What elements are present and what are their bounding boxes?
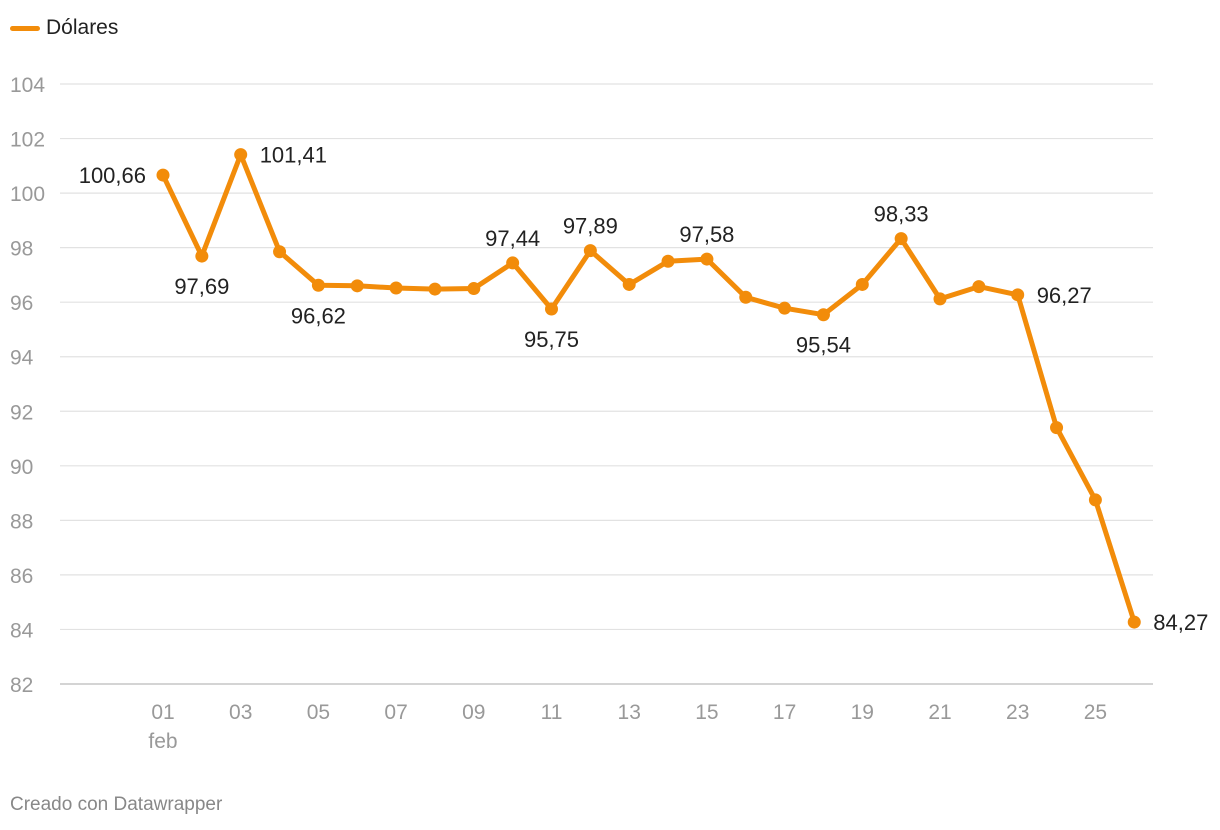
y-tick-label: 94 bbox=[10, 347, 34, 370]
series-line bbox=[160, 152, 1137, 625]
data-point bbox=[311, 278, 325, 292]
y-tick-label: 98 bbox=[10, 238, 33, 261]
data-point bbox=[350, 279, 364, 293]
data-point bbox=[273, 245, 287, 259]
series-dolares bbox=[156, 148, 1141, 629]
y-tick-label: 88 bbox=[10, 510, 33, 533]
data-label: 97,58 bbox=[679, 222, 734, 247]
footer-credit: Creado con Datawrapper bbox=[10, 794, 223, 815]
y-tick-label: 102 bbox=[10, 129, 45, 152]
data-label: 97,44 bbox=[485, 226, 540, 251]
x-tick-label: 09 bbox=[462, 701, 485, 724]
data-point bbox=[467, 282, 481, 296]
data-point bbox=[894, 232, 908, 246]
data-point bbox=[933, 292, 947, 306]
x-axis-ticks: 01 feb 03 05 07 09 11 13 15 17 19 21 23 25 bbox=[148, 701, 1107, 753]
data-point bbox=[661, 254, 675, 268]
x-tick-label: 21 bbox=[928, 701, 951, 724]
y-tick-label: 90 bbox=[10, 456, 33, 479]
x-tick-label: 11 bbox=[541, 701, 563, 724]
data-point bbox=[583, 244, 597, 258]
y-tick-label: 86 bbox=[10, 565, 33, 588]
data-point bbox=[1127, 615, 1141, 629]
data-point bbox=[855, 277, 869, 291]
y-tick-label: 82 bbox=[10, 674, 33, 697]
data-point bbox=[778, 301, 792, 315]
x-tick-label: 23 bbox=[1006, 701, 1029, 724]
data-point bbox=[816, 308, 830, 322]
data-label: 98,33 bbox=[874, 202, 929, 227]
data-point bbox=[1011, 288, 1025, 302]
y-axis-ticks: 82 84 86 88 90 92 94 96 98 100 102 104 bbox=[10, 74, 45, 697]
data-point bbox=[195, 249, 209, 263]
data-label: 95,75 bbox=[524, 327, 579, 352]
data-label: 101,41 bbox=[260, 143, 327, 168]
data-point bbox=[506, 256, 520, 270]
data-point bbox=[234, 148, 248, 162]
x-tick-label: 07 bbox=[384, 701, 407, 724]
data-labels: 100,66 97,69 101,41 96,62 97,44 95,75 97,89 97,… bbox=[79, 143, 1209, 635]
data-label: 84,27 bbox=[1153, 610, 1208, 635]
gridlines bbox=[60, 83, 1153, 685]
data-point bbox=[739, 290, 753, 304]
data-point bbox=[156, 168, 170, 182]
y-tick-label: 96 bbox=[10, 292, 33, 315]
y-tick-label: 100 bbox=[10, 183, 45, 206]
data-label: 97,69 bbox=[174, 274, 229, 299]
x-tick-label: 19 bbox=[851, 701, 874, 724]
data-point bbox=[700, 252, 714, 266]
y-tick-label: 84 bbox=[10, 619, 34, 642]
data-label: 100,66 bbox=[79, 163, 146, 188]
data-point bbox=[545, 302, 558, 316]
data-label: 95,54 bbox=[796, 333, 851, 358]
data-label: 97,89 bbox=[563, 214, 618, 239]
y-tick-label: 92 bbox=[10, 401, 33, 424]
data-point bbox=[428, 282, 442, 296]
x-tick-label: 17 bbox=[773, 701, 796, 724]
data-point bbox=[972, 280, 986, 294]
data-point bbox=[622, 277, 636, 291]
data-point bbox=[1088, 493, 1102, 507]
x-tick-label: 13 bbox=[618, 701, 641, 724]
x-tick-sublabel: feb bbox=[148, 730, 177, 753]
y-tick-label: 104 bbox=[10, 74, 45, 97]
data-label: 96,27 bbox=[1037, 283, 1092, 308]
legend: Dólares bbox=[10, 16, 118, 40]
x-tick-label: 03 bbox=[229, 701, 252, 724]
x-tick-label: 15 bbox=[695, 701, 718, 724]
legend-label: Dólares bbox=[46, 16, 119, 39]
x-tick-label: 01 bbox=[151, 701, 174, 724]
x-tick-label: 25 bbox=[1084, 701, 1107, 724]
data-point bbox=[1050, 421, 1064, 435]
x-tick-label: 05 bbox=[307, 701, 330, 724]
data-point bbox=[389, 281, 403, 295]
legend-swatch bbox=[10, 25, 40, 31]
data-label: 96,62 bbox=[291, 303, 346, 328]
